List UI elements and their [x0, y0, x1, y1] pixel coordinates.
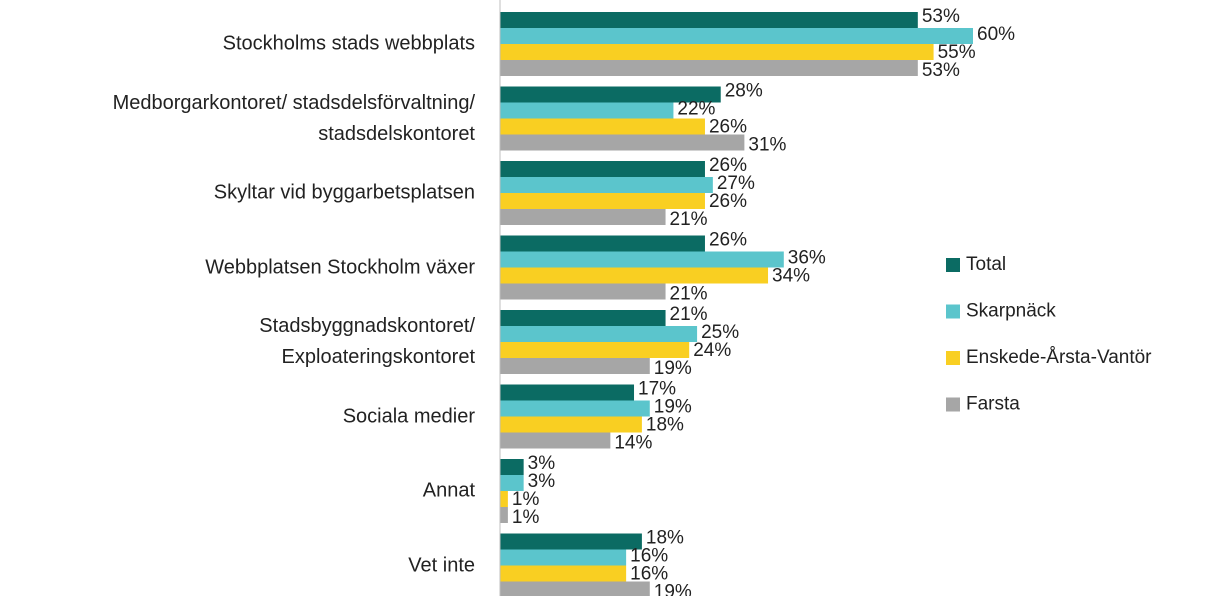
bar [500, 384, 635, 401]
bar [500, 161, 705, 177]
value-label: 18% [646, 528, 684, 549]
bar [500, 342, 690, 358]
bar [500, 416, 642, 433]
value-label: 26% [709, 191, 747, 212]
legend-swatch [946, 258, 960, 272]
legend-swatch [946, 351, 960, 365]
value-label: 26% [709, 117, 747, 138]
value-label: 16% [630, 564, 668, 585]
value-label: 3% [528, 471, 556, 492]
bar [500, 60, 918, 76]
legend-label: Enskede-Årsta-Vantör [966, 347, 1152, 368]
category-label: Annat [422, 479, 475, 502]
bar [500, 310, 666, 326]
bar [500, 326, 698, 342]
category-label: Webbplatsen Stockholm växer [205, 256, 475, 278]
bar [500, 251, 784, 268]
value-label: 17% [638, 379, 676, 400]
bar [500, 507, 508, 523]
bar [500, 134, 745, 151]
value-label: 27% [717, 173, 755, 194]
value-label: 31% [748, 135, 786, 156]
bar [500, 358, 650, 374]
value-label: 18% [646, 415, 684, 436]
value-label: 14% [614, 433, 652, 454]
category-label: Sociala medier [342, 405, 475, 427]
bar [500, 549, 627, 566]
value-label: 19% [654, 358, 692, 379]
bar [500, 283, 666, 300]
value-label: 21% [670, 209, 708, 230]
bar [500, 44, 934, 60]
value-label: 28% [725, 81, 763, 102]
bar [500, 432, 611, 449]
category-label: Skyltar vid byggarbetsplatsen [213, 181, 475, 204]
value-label: 25% [701, 322, 739, 343]
bar [500, 475, 524, 491]
value-label: 26% [709, 155, 747, 176]
value-label: 16% [630, 546, 668, 567]
value-label: 3% [528, 453, 556, 474]
category-label: Stockholms stads webbplats [222, 32, 475, 55]
legend-label: Skarpnäck [966, 301, 1056, 322]
legend-swatch [946, 304, 960, 319]
value-label: 53% [922, 60, 960, 81]
bar [500, 491, 508, 507]
legend-label: Total [966, 254, 1006, 275]
value-label: 36% [788, 248, 826, 269]
bar [500, 102, 674, 119]
bar [500, 565, 627, 582]
bar [500, 267, 769, 284]
value-label: 24% [693, 340, 731, 361]
value-label: 1% [512, 507, 540, 528]
value-label: 26% [709, 230, 747, 251]
value-label: 21% [670, 284, 708, 305]
category-label: Stadsbyggnadskontoret/ Exploateringskont… [259, 315, 475, 368]
value-label: 60% [977, 24, 1015, 45]
value-label: 19% [654, 582, 692, 596]
bar [500, 118, 705, 135]
value-label: 21% [670, 304, 708, 325]
value-label: 1% [512, 489, 540, 510]
bar [500, 235, 705, 252]
bar [500, 581, 650, 596]
category-label: Medborgarkontoret/ stadsdelsförvaltning/… [112, 91, 475, 145]
value-label: 22% [677, 99, 715, 120]
bar [500, 28, 973, 44]
legend-swatch [946, 397, 960, 412]
bar [500, 177, 713, 193]
bar [500, 193, 705, 209]
bar [500, 459, 524, 475]
category-label: Vet inte [408, 554, 475, 576]
value-label: 19% [654, 397, 692, 418]
legend-label: Farsta [966, 394, 1020, 415]
bar [500, 209, 666, 225]
value-label: 53% [922, 6, 960, 27]
bar [500, 400, 650, 417]
value-label: 34% [772, 266, 810, 287]
value-label: 55% [938, 42, 976, 63]
bar [500, 533, 642, 550]
bar [500, 12, 918, 28]
bar [500, 86, 721, 103]
